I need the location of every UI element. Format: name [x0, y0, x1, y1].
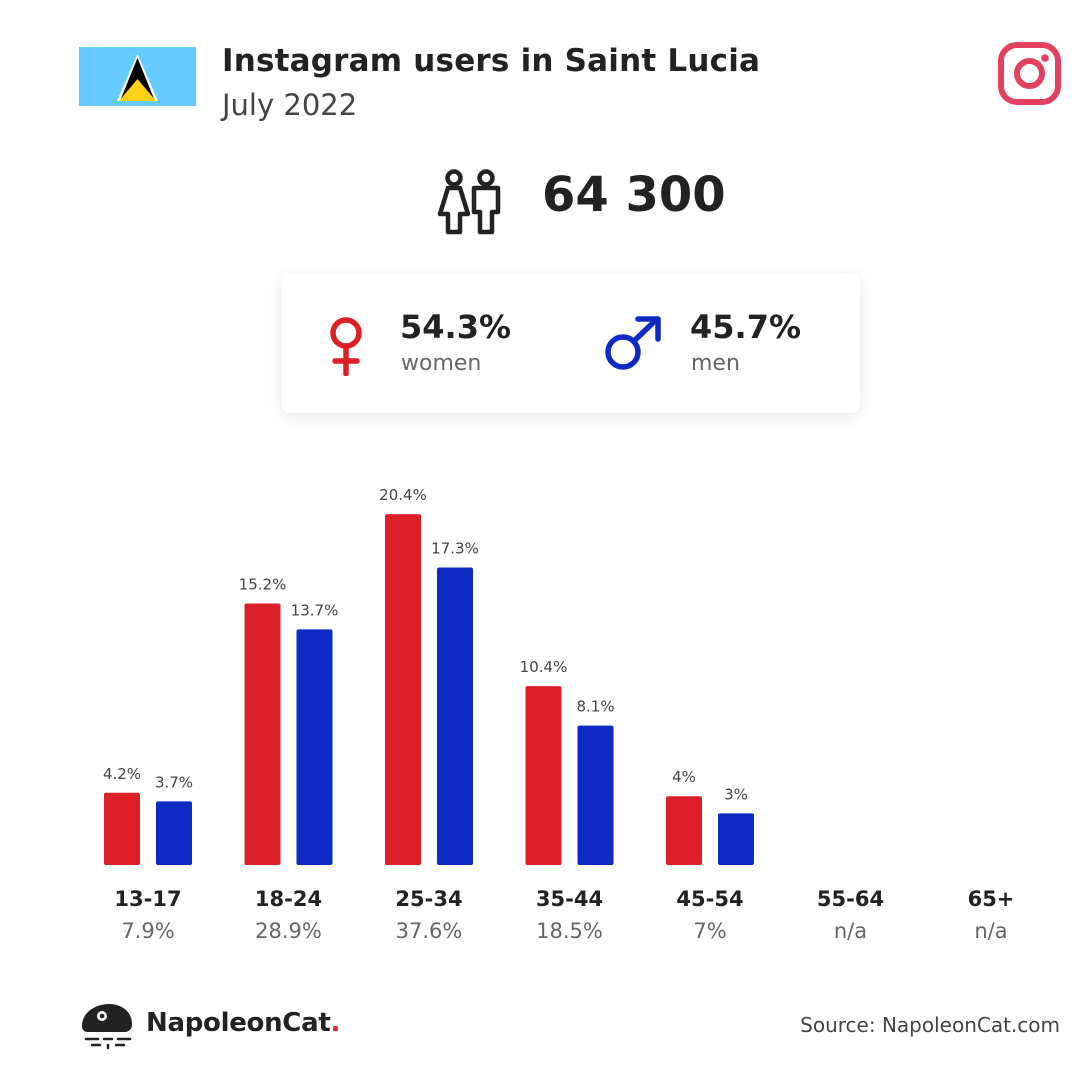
category-total-45-54: 7%: [693, 919, 726, 943]
bar-value-label-men-13-17: 3.7%: [155, 773, 193, 791]
users-icon: [437, 169, 501, 235]
women-percent: 54.3%: [400, 308, 512, 346]
category-label-45-54: 45-54: [676, 887, 743, 911]
category-label-25-34: 25-34: [395, 887, 462, 911]
total-users-value: 64 300: [542, 167, 726, 223]
category-total-35-44: 18.5%: [536, 919, 603, 943]
category-label-65+: 65+: [968, 887, 1015, 911]
bar-men-18-24: [296, 629, 333, 865]
category-total-65+: n/a: [974, 919, 1007, 943]
bar-value-label-men-35-44: 8.1%: [576, 698, 614, 716]
bar-value-label-men-45-54: 3%: [724, 785, 748, 803]
male-icon: [605, 316, 661, 370]
bar-men-25-34: [437, 567, 473, 865]
bar-value-label-women-18-24: 15.2%: [239, 576, 287, 594]
brand-name: NapoleonCat.: [146, 1008, 340, 1038]
bar-value-label-women-25-34: 20.4%: [379, 486, 427, 504]
gender-split-card: 54.3% women 45.7% men: [282, 274, 860, 413]
page-title: Instagram users in Saint Lucia: [222, 43, 761, 79]
bar-value-label-women-13-17: 4.2%: [103, 765, 141, 783]
saint-lucia-flag-icon: [79, 47, 196, 106]
bar-women-18-24: [244, 603, 281, 865]
brand-name-text: NapoleonCat: [146, 1008, 331, 1038]
bar-women-35-44: [525, 686, 562, 865]
men-percent: 45.7%: [690, 308, 802, 346]
age-gender-bar-chart: 4.2% 3.7% 13-17 7.9% 15.2%13.7% 18-24 28.9% 20.…: [103, 486, 1015, 943]
category-total-13-17: 7.9%: [121, 919, 174, 943]
napoleoncat-logo-icon: [82, 1004, 132, 1050]
page-subtitle: July 2022: [222, 88, 358, 122]
brand-dot: .: [330, 1008, 341, 1038]
female-icon: [330, 317, 362, 376]
source-text: Source: NapoleonCat.com: [800, 1013, 1060, 1037]
category-label-13-17: 13-17: [114, 887, 181, 911]
instagram-icon: [998, 42, 1061, 105]
women-label: women: [401, 351, 482, 376]
bar-women-45-54: [666, 796, 702, 865]
category-total-55-64: n/a: [834, 919, 867, 943]
bar-women-25-34: [385, 514, 421, 865]
bar-value-label-women-45-54: 4%: [672, 768, 696, 786]
category-label-55-64: 55-64: [817, 887, 884, 911]
bar-men-13-17: [156, 801, 192, 865]
bar-men-45-54: [718, 813, 754, 865]
bar-women-13-17: [104, 792, 140, 865]
category-total-25-34: 37.6%: [396, 919, 463, 943]
category-label-35-44: 35-44: [536, 887, 603, 911]
men-label: men: [691, 351, 740, 376]
bar-value-label-men-18-24: 13.7%: [291, 601, 339, 619]
category-label-18-24: 18-24: [255, 887, 322, 911]
bar-value-label-women-35-44: 10.4%: [520, 658, 568, 676]
bar-men-35-44: [577, 725, 614, 865]
category-total-18-24: 28.9%: [255, 919, 322, 943]
bar-value-label-men-25-34: 17.3%: [431, 539, 479, 557]
